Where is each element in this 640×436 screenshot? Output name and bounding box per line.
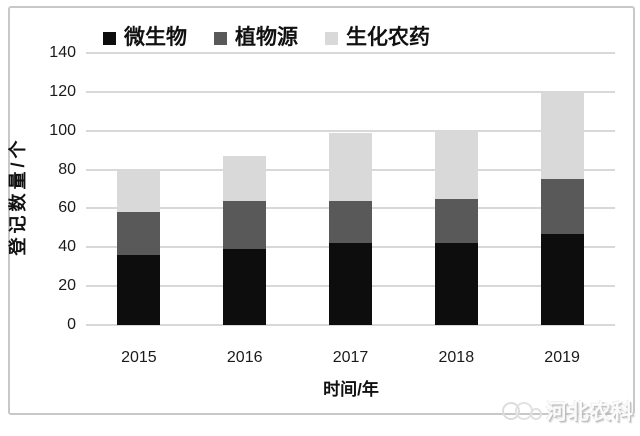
gridline-y-0 bbox=[86, 324, 615, 326]
y-tick-label: 40 bbox=[58, 238, 76, 256]
bar-segment-生化农药-2016 bbox=[223, 155, 267, 201]
y-tick-label: 20 bbox=[58, 277, 76, 295]
bar-segment-植物源-2016 bbox=[223, 200, 267, 250]
y-tick-label: 0 bbox=[67, 316, 76, 333]
legend-item-微生物: 微生物 bbox=[103, 26, 187, 50]
x-tick-label: 2015 bbox=[121, 349, 157, 366]
bar-segment-生化农药-2017 bbox=[329, 132, 372, 201]
bar-segment-植物源-2018 bbox=[434, 198, 478, 244]
x-axis-title: 时间/年 bbox=[323, 380, 379, 399]
legend-item-植物源: 植物源 bbox=[214, 26, 298, 50]
y-tick-label: 80 bbox=[58, 160, 76, 178]
x-tick-label: 2016 bbox=[226, 349, 263, 366]
chart-frame bbox=[8, 6, 635, 415]
x-tick-label: 2018 bbox=[438, 349, 475, 366]
bar-segment-生化农药-2019 bbox=[540, 91, 584, 180]
bar-segment-植物源-2017 bbox=[329, 200, 372, 244]
y-tick-label: 100 bbox=[49, 121, 76, 139]
y-tick-label: 120 bbox=[49, 82, 76, 100]
legend-swatch-icon bbox=[325, 31, 338, 45]
y-tick-label: 60 bbox=[58, 199, 76, 217]
bar-segment-生化农药-2018 bbox=[434, 130, 478, 199]
y-axis-title: 登记数量/个 bbox=[8, 136, 28, 256]
bar-segment-植物源-2019 bbox=[540, 179, 584, 234]
watermark: 河北农科 bbox=[500, 396, 634, 426]
gridline-y-100 bbox=[86, 129, 615, 132]
bar-segment-生化农药-2015 bbox=[117, 169, 161, 213]
legend-label: 植物源 bbox=[235, 26, 298, 49]
x-tick-label: 2017 bbox=[332, 349, 369, 366]
bar-segment-微生物-2015 bbox=[117, 255, 161, 325]
legend-item-生化农药: 生化农药 bbox=[325, 26, 430, 50]
overlapping-circles-logo-icon bbox=[502, 402, 542, 420]
bar-segment-植物源-2015 bbox=[117, 212, 161, 256]
gridline-y-140 bbox=[86, 52, 615, 54]
gridline-y-120 bbox=[86, 90, 615, 93]
legend-label: 微生物 bbox=[124, 26, 187, 49]
watermark-text: 河北农科 bbox=[546, 401, 634, 424]
y-tick-label: 140 bbox=[49, 44, 76, 61]
legend-label: 生化农药 bbox=[346, 26, 430, 49]
bar-segment-微生物-2016 bbox=[223, 249, 267, 325]
legend-swatch-icon bbox=[214, 31, 227, 45]
bar-segment-微生物-2017 bbox=[329, 243, 372, 325]
legend: 微生物 植物源 生化农药 bbox=[103, 26, 430, 50]
bar-segment-微生物-2019 bbox=[540, 233, 584, 325]
legend-swatch-icon bbox=[103, 31, 116, 45]
x-tick-label: 2019 bbox=[544, 349, 580, 366]
bar-segment-微生物-2018 bbox=[434, 243, 478, 325]
